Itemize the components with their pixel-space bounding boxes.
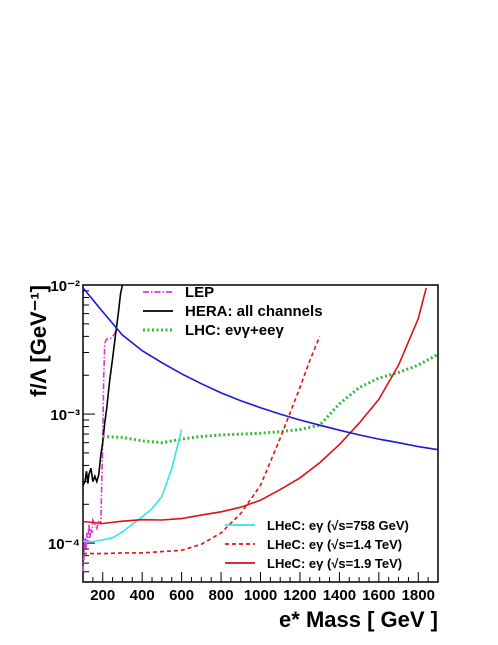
- series-line-lhec19: [82, 287, 427, 525]
- y-tick-labels: 10⁻⁴ 10⁻³ 10⁻²: [48, 278, 80, 553]
- legends: LEP HERA: all channels LHC: eνγ+eeγ LHeC: e…: [143, 284, 409, 571]
- y-tick-label: 10⁻⁴: [48, 536, 80, 553]
- x-tick-label: 1000: [244, 587, 277, 604]
- x-tick-label: 400: [130, 587, 155, 604]
- x-tick-label: 1400: [323, 587, 356, 604]
- axis-ticks: [82, 284, 439, 583]
- legend-label-hera: HERA: all channels: [185, 303, 323, 320]
- y-tick-label: 10⁻²: [50, 278, 80, 295]
- x-tick-labels: 200 400 600 800 1000 1200 1400 1600 1800: [90, 587, 435, 604]
- x-tick-label: 1600: [362, 587, 395, 604]
- x-tick-label: 600: [169, 587, 194, 604]
- y-axis-title: f/Λ [GeV⁻¹]: [26, 285, 51, 397]
- series-line-blue: [82, 287, 439, 451]
- legend-label-lep: LEP: [185, 284, 214, 301]
- y-tick-label: 10⁻³: [50, 407, 80, 424]
- limit-curves: [82, 284, 439, 572]
- series-line-hera: [82, 284, 124, 486]
- x-tick-label: 1200: [283, 587, 316, 604]
- series-line-lhec758: [83, 429, 183, 543]
- series-line-lhc: [102, 353, 439, 445]
- legend-label-lhec14: LHeC: eγ (√s=1.4 TeV): [267, 537, 402, 552]
- x-tick-label: 200: [90, 587, 115, 604]
- x-tick-label: 1800: [402, 587, 435, 604]
- legend-label-lhec19: LHeC: eγ (√s=1.9 TeV): [267, 556, 402, 571]
- legend-label-lhec758: LHeC: eγ (√s=758 GeV): [267, 518, 409, 533]
- x-axis-title: e* Mass [ GeV ]: [279, 607, 438, 632]
- x-tick-label: 800: [209, 587, 234, 604]
- legend-label-lhc: LHC: eνγ+eeγ: [185, 322, 284, 339]
- series-line-lhec14: [83, 336, 321, 555]
- series-line-lep: [82, 325, 119, 572]
